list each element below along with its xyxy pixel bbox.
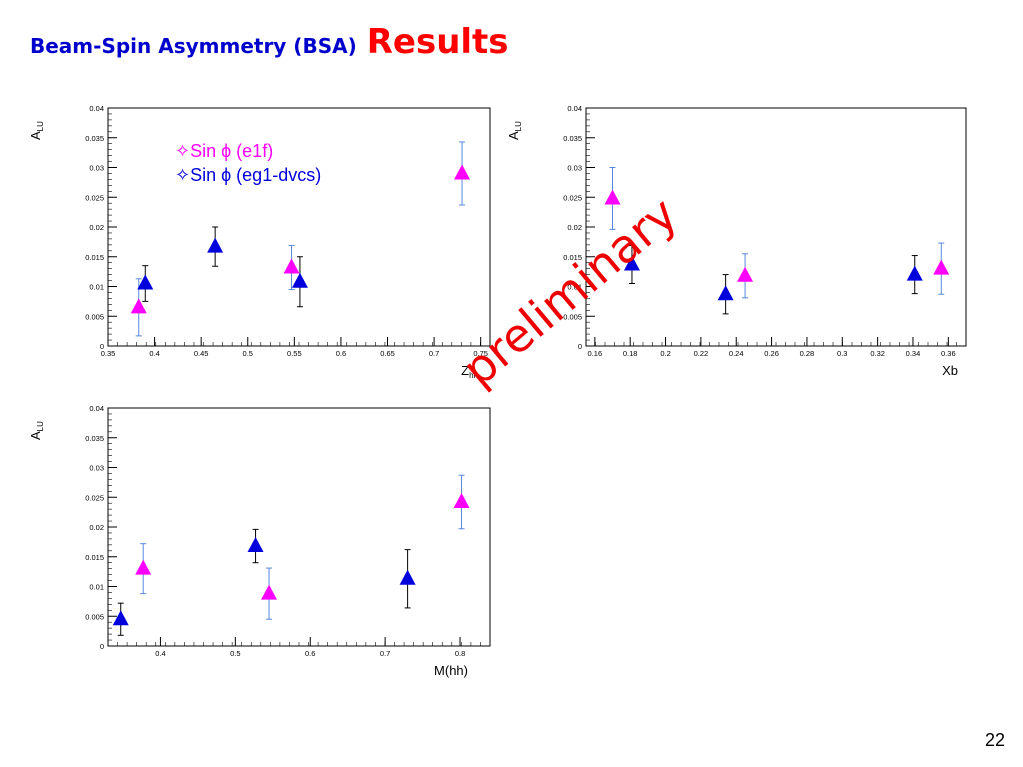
y-tick-label: 0.04 bbox=[89, 104, 104, 113]
x-tick-label: 0.22 bbox=[694, 349, 709, 358]
x-tick-label: 0.7 bbox=[380, 649, 390, 658]
data-point-e1f bbox=[453, 493, 470, 509]
x-tick-label: 0.4 bbox=[155, 649, 165, 658]
title-emphasis: Results bbox=[366, 22, 509, 62]
y-axis-label: ALU bbox=[28, 421, 45, 440]
x-tick-label: 0.7 bbox=[429, 349, 439, 358]
data-point-e1f bbox=[604, 189, 621, 205]
y-axis-label-sub: LU bbox=[514, 121, 523, 131]
x-tick-label: 0.45 bbox=[194, 349, 209, 358]
x-axis-label: Xb bbox=[942, 363, 958, 378]
y-tick-label: 0.005 bbox=[85, 312, 104, 321]
x-tick-label: 0.32 bbox=[870, 349, 885, 358]
data-point-e1f bbox=[135, 559, 152, 575]
y-tick-label: 0.03 bbox=[89, 464, 104, 473]
y-tick-label: 0 bbox=[578, 342, 582, 351]
plot-frame bbox=[107, 107, 491, 347]
x-tick-label: 0.4 bbox=[149, 349, 159, 358]
y-tick-label: 0.035 bbox=[85, 434, 104, 443]
y-axis-label-sub: LU bbox=[36, 421, 45, 431]
data-point-eg1-dvcs bbox=[399, 569, 416, 585]
y-axis-label: ALU bbox=[28, 121, 45, 140]
x-tick-label: 0.18 bbox=[623, 349, 638, 358]
legend: ✧Sin ϕ (e1f) ✧Sin ϕ (eg1-dvcs) bbox=[175, 141, 321, 185]
y-tick-label: 0.02 bbox=[89, 223, 104, 232]
y-tick-label: 0.015 bbox=[563, 253, 582, 262]
title-text: Beam-Spin Asymmetry (BSA) bbox=[30, 34, 357, 58]
y-tick-label: 0.025 bbox=[85, 493, 104, 502]
x-tick-label: 0.65 bbox=[380, 349, 395, 358]
x-tick-label: 0.34 bbox=[906, 349, 921, 358]
x-axis-label-sub: hh bbox=[469, 371, 478, 380]
data-point-eg1-dvcs bbox=[906, 265, 923, 281]
x-tick-label: 0.6 bbox=[305, 649, 315, 658]
data-point-eg1-dvcs bbox=[137, 274, 154, 290]
y-tick-label: 0.03 bbox=[567, 164, 582, 173]
y-tick-label: 0.005 bbox=[85, 612, 104, 621]
y-tick-label: 0.01 bbox=[89, 583, 104, 592]
x-tick-label: 0.3 bbox=[837, 349, 847, 358]
slide-title: Beam-Spin Asymmetry (BSA) Results bbox=[30, 22, 509, 62]
x-tick-label: 0.5 bbox=[230, 649, 240, 658]
data-point-eg1-dvcs bbox=[717, 285, 734, 301]
y-tick-label: 0.035 bbox=[85, 134, 104, 143]
chart-panel-3: 0 0.005 0.01 0.015 0.02 0.025 0.03 0.035 0.04 0.4… bbox=[28, 404, 491, 678]
data-point-e1f bbox=[283, 258, 300, 274]
data-point-e1f bbox=[130, 298, 147, 314]
x-tick-label: 0.35 bbox=[101, 349, 116, 358]
chart-panel-1: 0 0.005 0.01 0.015 0.02 0.025 0.03 0.035 0.04 0.3… bbox=[28, 104, 491, 380]
y-tick-label: 0.005 bbox=[563, 312, 582, 321]
x-tick-label: 0.55 bbox=[287, 349, 302, 358]
data-point-e1f bbox=[933, 259, 950, 275]
x-tick-label: 0.26 bbox=[764, 349, 779, 358]
x-tick-label: 0.28 bbox=[800, 349, 815, 358]
y-tick-label: 0.04 bbox=[567, 104, 582, 113]
y-axis-label: ALU bbox=[506, 121, 523, 140]
data-point-eg1-dvcs bbox=[112, 610, 129, 626]
data-point-eg1-dvcs bbox=[623, 255, 640, 271]
y-tick-label: 0.015 bbox=[85, 553, 104, 562]
data-point-e1f bbox=[737, 266, 754, 282]
x-tick-label: 0.75 bbox=[473, 349, 488, 358]
y-tick-label: 0.035 bbox=[563, 134, 582, 143]
x-tick-label: 0.2 bbox=[660, 349, 670, 358]
x-tick-label: 0.5 bbox=[243, 349, 253, 358]
x-tick-label: 0.8 bbox=[455, 649, 465, 658]
data-point-e1f bbox=[261, 584, 278, 600]
x-tick-label: 0.16 bbox=[588, 349, 603, 358]
data-point-e1f bbox=[454, 164, 471, 180]
legend-entry: ✧Sin ϕ (eg1-dvcs) bbox=[175, 165, 321, 185]
y-tick-label: 0.025 bbox=[85, 193, 104, 202]
chart-panel-2: 0 0.005 0.01 0.015 0.02 0.025 0.03 0.035 0.04 0.1… bbox=[506, 104, 967, 378]
x-axis-label: M(hh) bbox=[434, 663, 468, 678]
legend-entry: ✧Sin ϕ (e1f) bbox=[175, 141, 273, 161]
y-tick-label: 0.02 bbox=[89, 523, 104, 532]
data-point-eg1-dvcs bbox=[291, 272, 308, 288]
y-tick-label: 0.025 bbox=[563, 193, 582, 202]
x-tick-label: 0.24 bbox=[729, 349, 744, 358]
y-tick-label: 0 bbox=[100, 642, 104, 651]
data-point-eg1-dvcs bbox=[247, 537, 264, 553]
y-axis-label-sub: LU bbox=[36, 121, 45, 131]
x-tick-label: 0.36 bbox=[941, 349, 956, 358]
y-tick-label: 0.015 bbox=[85, 253, 104, 262]
y-tick-label: 0.01 bbox=[89, 283, 104, 292]
data-point-eg1-dvcs bbox=[207, 237, 224, 253]
x-tick-label: 0.6 bbox=[336, 349, 346, 358]
y-tick-label: 0.01 bbox=[567, 283, 582, 292]
y-tick-label: 0 bbox=[100, 342, 104, 351]
page-number: 22 bbox=[984, 730, 1005, 750]
y-tick-label: 0.02 bbox=[567, 223, 582, 232]
y-tick-label: 0.04 bbox=[89, 404, 104, 413]
plot-frame bbox=[107, 407, 491, 647]
y-tick-label: 0.03 bbox=[89, 164, 104, 173]
